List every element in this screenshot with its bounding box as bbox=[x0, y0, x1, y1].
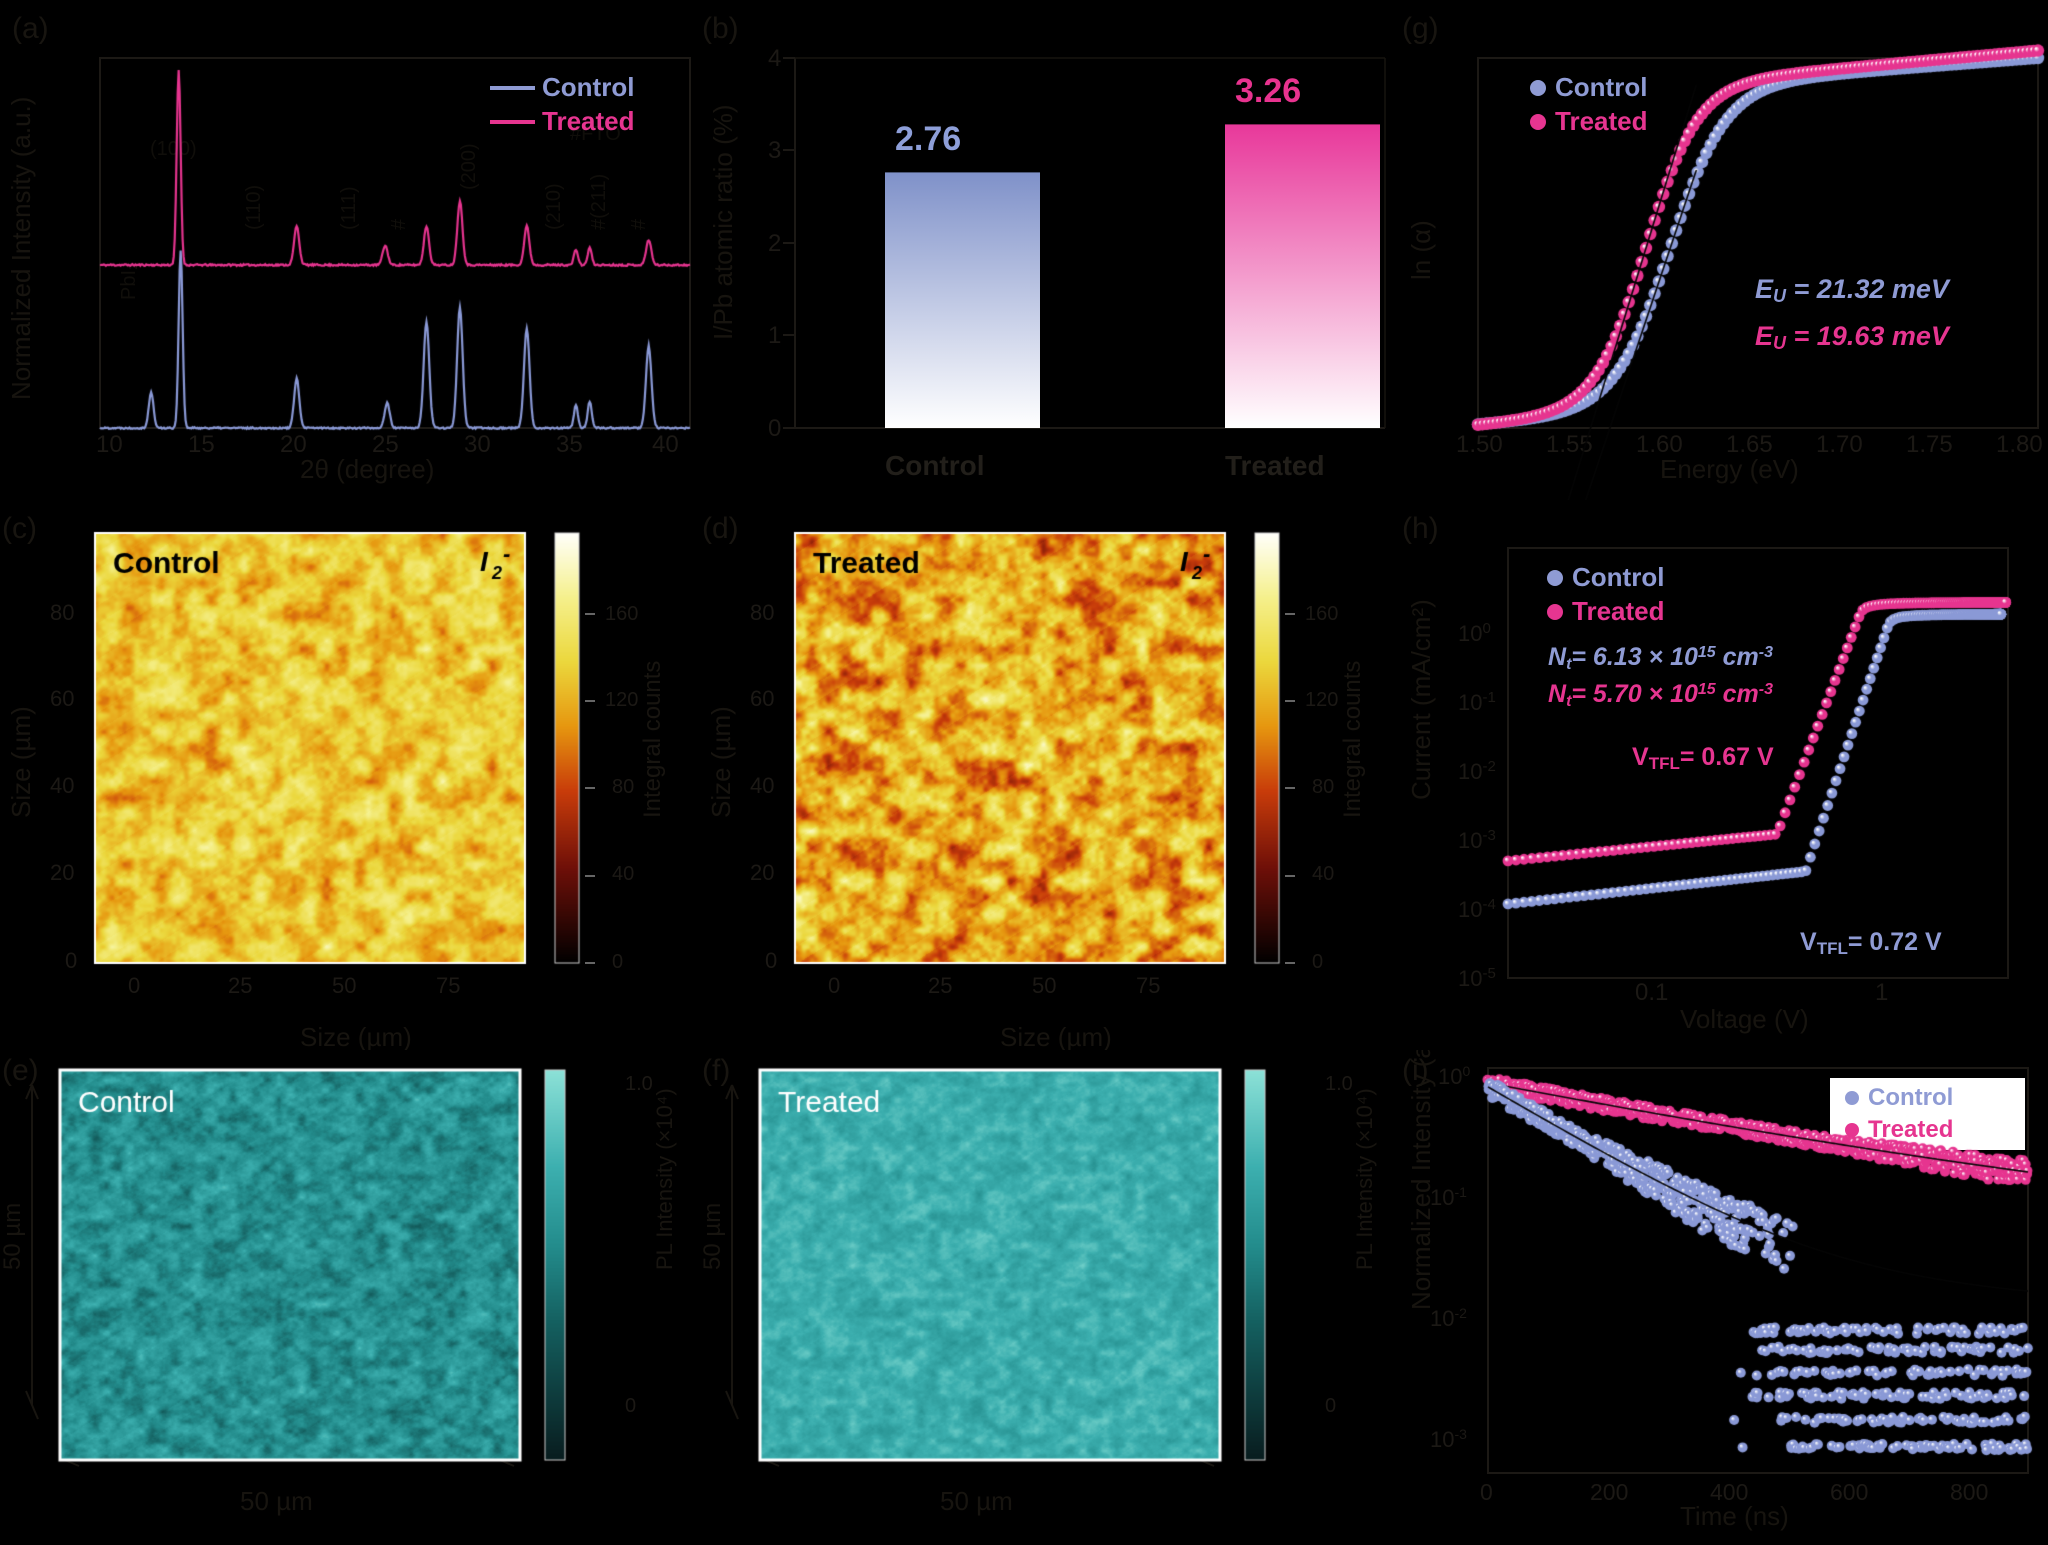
svg-text:I/Pb atomic ratio (%): I/Pb atomic ratio (%) bbox=[708, 104, 738, 340]
svg-text:(b): (b) bbox=[702, 12, 739, 45]
svg-text:3: 3 bbox=[768, 137, 781, 164]
svg-text:Treated: Treated bbox=[1225, 450, 1325, 481]
svg-text:4: 4 bbox=[768, 45, 781, 72]
svg-text:2: 2 bbox=[768, 230, 781, 257]
svg-text:Control: Control bbox=[885, 450, 985, 481]
svg-text:2.76: 2.76 bbox=[895, 120, 961, 158]
svg-text:3.26: 3.26 bbox=[1235, 72, 1301, 110]
svg-text:0: 0 bbox=[768, 415, 781, 442]
svg-text:1: 1 bbox=[768, 322, 781, 349]
